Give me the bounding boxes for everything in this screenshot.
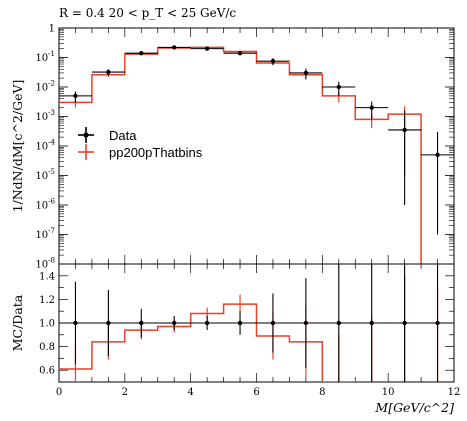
chart-title: R = 0.4 20 < p_T < 25 GeV/c bbox=[59, 6, 236, 20]
legend-mc-marker bbox=[78, 144, 94, 160]
main-y-tick-label: 10-6 bbox=[35, 198, 55, 212]
ratio-data-point bbox=[204, 320, 210, 326]
data-point bbox=[106, 69, 111, 75]
ratio-data-point bbox=[303, 320, 309, 326]
ratio-data-point bbox=[435, 320, 440, 326]
data-point bbox=[204, 46, 210, 51]
data-point bbox=[303, 70, 309, 76]
data-point bbox=[172, 45, 177, 50]
ratio-data-point bbox=[237, 320, 243, 326]
main-y-axis-label: 1/NdN/dM[c^2/GeV] bbox=[10, 80, 25, 213]
legend-data-marker bbox=[78, 127, 94, 143]
main-plot-marks bbox=[59, 45, 454, 264]
main-y-tick-label: 10-2 bbox=[35, 80, 55, 94]
ratio-y-tick-label: 1.0 bbox=[39, 319, 55, 330]
ratio-data-point bbox=[270, 320, 276, 326]
main-y-tick-label: 10-7 bbox=[35, 227, 55, 241]
legend-data-label: Data bbox=[109, 128, 137, 143]
ratio-data-point bbox=[402, 320, 407, 326]
data-point bbox=[435, 152, 440, 158]
x-tick-label: 0 bbox=[56, 387, 62, 398]
ratio-x-axis: 0 2 4 6 8 10 12 bbox=[56, 264, 461, 398]
ratio-data-point bbox=[106, 320, 111, 326]
ratio-panel: 0.6 0.8 1.0 1.2 1.4 0 2 4 6 8 10 12 bbox=[39, 263, 461, 398]
legend: Data pp200pThatbins bbox=[78, 127, 203, 160]
x-tick-label: 6 bbox=[253, 387, 259, 398]
data-point bbox=[402, 127, 407, 133]
x-tick-label: 2 bbox=[122, 387, 128, 398]
main-y-tick-label: 10-5 bbox=[35, 168, 55, 182]
data-point bbox=[270, 58, 276, 64]
x-tick-label: 8 bbox=[319, 387, 325, 398]
x-tick-label: 4 bbox=[187, 387, 193, 398]
legend-mc-label: pp200pThatbins bbox=[109, 145, 203, 160]
data-point bbox=[73, 93, 78, 99]
ratio-mc-step-line bbox=[59, 303, 356, 382]
main-y-tick-label: 10-3 bbox=[35, 109, 55, 123]
mc-step-line bbox=[59, 46, 422, 264]
main-y-tick-label: 1 bbox=[49, 24, 55, 35]
ratio-data-point bbox=[369, 320, 374, 326]
main-y-tick-label: 10-8 bbox=[35, 257, 55, 271]
ratio-y-tick-label: 1.2 bbox=[39, 295, 55, 306]
main-panel: 10-8 10-7 10-6 10-5 10-4 10-3 10-2 10-1 1 bbox=[35, 24, 455, 271]
data-point bbox=[336, 84, 341, 90]
ratio-y-axis-label: MC/Data bbox=[10, 294, 25, 351]
ratio-data-point bbox=[139, 320, 144, 326]
main-y-axis: 10-8 10-7 10-6 10-5 10-4 10-3 10-2 10-1 1 bbox=[35, 24, 454, 271]
main-y-tick-label: 10-4 bbox=[35, 139, 55, 153]
x-tick-label: 12 bbox=[448, 387, 461, 398]
main-x-axis bbox=[58, 28, 455, 264]
x-axis-label: M[GeV/c^2] bbox=[374, 400, 454, 415]
main-y-tick-label: 10-1 bbox=[35, 50, 55, 64]
ratio-y-tick-label: 0.8 bbox=[39, 342, 55, 353]
ratio-plot-marks bbox=[59, 264, 454, 382]
data-point bbox=[237, 50, 243, 56]
ratio-y-tick-label: 0.6 bbox=[39, 366, 55, 377]
data-point bbox=[139, 50, 144, 56]
x-tick-label: 10 bbox=[382, 387, 395, 398]
ratio-data-point bbox=[336, 320, 341, 326]
ratio-y-tick-label: 1.4 bbox=[39, 271, 55, 282]
ratio-data-point bbox=[172, 320, 177, 326]
ratio-data-point bbox=[73, 320, 78, 326]
data-point bbox=[369, 105, 374, 110]
